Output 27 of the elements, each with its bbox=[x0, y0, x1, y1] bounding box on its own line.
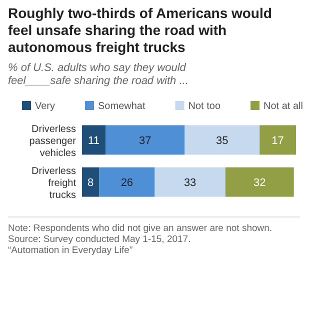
bar bbox=[260, 125, 296, 155]
legend-label: Not at all bbox=[264, 101, 303, 112]
bar bbox=[99, 167, 155, 197]
data-label: 35 bbox=[216, 134, 228, 147]
y-tick-label: Driverless freight trucks bbox=[32, 166, 76, 202]
y-tick-label: Driverless passenger vehicles bbox=[29, 124, 77, 159]
bar bbox=[184, 125, 260, 155]
text: Note: Respondents who did not give an answer are not shown. bbox=[8, 223, 272, 234]
data-label: 33 bbox=[184, 177, 196, 190]
legend-label: Very bbox=[35, 101, 56, 112]
data-label: 8 bbox=[87, 177, 94, 190]
data-label: 32 bbox=[253, 177, 266, 190]
legend-label: Somewhat bbox=[98, 101, 146, 112]
bar bbox=[154, 167, 226, 197]
text: “Automation in Everyday Life” bbox=[8, 245, 133, 256]
chart-title: Roughly two-thirds of Americans would feel unsafe sharing the road with autonomous freight trucks bbox=[8, 5, 272, 55]
bar bbox=[106, 125, 185, 155]
source-note: Source: Survey conducted May 1-15, 2017. bbox=[8, 234, 191, 245]
bar bbox=[82, 167, 100, 197]
data-label: 17 bbox=[272, 134, 284, 147]
data-label: 26 bbox=[120, 177, 134, 190]
data-label: 11 bbox=[88, 134, 100, 147]
data-label: 37 bbox=[139, 134, 152, 147]
bar bbox=[82, 125, 106, 155]
legend-label: Not too bbox=[188, 101, 221, 112]
chart-subtitle: % of U.S. adults who say they would feel____safe sharing the road with ... bbox=[8, 62, 188, 87]
bar bbox=[225, 167, 294, 197]
